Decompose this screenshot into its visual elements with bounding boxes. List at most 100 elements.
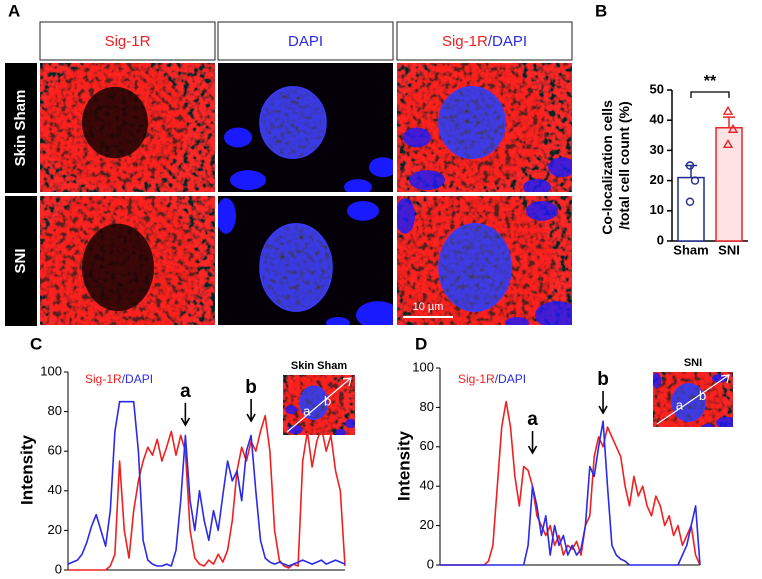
- y-axis-label: Intensity: [394, 431, 413, 501]
- y-tick-label: 40: [420, 478, 434, 493]
- row-label: SNI: [12, 248, 29, 273]
- header-part: /: [488, 33, 493, 50]
- micrograph: [40, 196, 215, 325]
- legend-separator: /: [122, 372, 126, 386]
- y-tick-label: 100: [40, 363, 62, 378]
- nucleus-blob: [230, 170, 266, 191]
- column-header: Sig-1R: [105, 33, 151, 50]
- annotation: b: [597, 369, 609, 390]
- y-tick-label: 30: [650, 142, 664, 157]
- inset-label: a: [676, 398, 684, 413]
- nucleus-blob: [369, 157, 393, 178]
- data-point: [685, 197, 695, 206]
- significance-label: **: [704, 73, 717, 90]
- x-tick-label: SNI: [718, 242, 740, 257]
- data-line: [68, 414, 346, 571]
- y-tick-label: 20: [48, 522, 62, 537]
- header-part: Sig-1R: [442, 33, 488, 50]
- column-header: Sig-1R/DAPI: [442, 33, 527, 50]
- nucleus-rim: [259, 223, 333, 312]
- y-tick-label: 100: [412, 359, 434, 374]
- micrograph-content: [397, 63, 572, 192]
- inset-label: b: [699, 388, 706, 403]
- column-header-box: [217, 21, 394, 61]
- micrograph: [397, 63, 572, 192]
- micrograph: [40, 63, 215, 192]
- micrograph: [218, 63, 393, 192]
- data-point: [727, 123, 739, 133]
- annotation-arrow: [246, 399, 256, 423]
- data-point: [690, 176, 700, 185]
- y-axis-label: Co-localization cells /total cell count …: [599, 96, 632, 234]
- data-line: [440, 420, 701, 566]
- y-axis-label-line: /total cell count (%): [616, 101, 632, 229]
- inset-title: Skin Sham: [291, 360, 347, 372]
- nucleus-blob: [526, 200, 558, 221]
- panel-label: B: [595, 1, 607, 20]
- nucleus-blob: [409, 170, 445, 191]
- nucleus: [439, 223, 511, 312]
- column-header: DAPI: [288, 33, 323, 50]
- legend-entry: Sig-1R: [85, 372, 122, 386]
- legend-entry: DAPI: [125, 372, 153, 386]
- scale-bar-label: 10 µm: [413, 301, 444, 313]
- error-bar: [723, 116, 735, 128]
- nucleus-blob: [548, 157, 572, 178]
- y-tick-label: 0: [427, 556, 434, 571]
- inset-title: SNI: [684, 357, 702, 369]
- y-tick-label: 60: [420, 438, 434, 453]
- panel-label: C: [30, 334, 42, 353]
- nucleus-blob: [224, 127, 252, 148]
- y-axis-label-line: Co-localization cells: [599, 96, 615, 234]
- nucleus-blob: [716, 416, 733, 427]
- annotation-arrow: [180, 403, 191, 427]
- inset-arrow: [286, 377, 352, 433]
- panel-label: D: [415, 334, 427, 353]
- micrograph-content: [397, 196, 572, 325]
- y-tick-label: 40: [650, 112, 664, 127]
- nucleus-rim: [438, 86, 506, 160]
- nucleus: [439, 86, 505, 159]
- nucleus-blob: [403, 127, 431, 148]
- nucleus-dark: [82, 86, 148, 159]
- significance-bracket: [690, 91, 730, 98]
- micrograph: [397, 196, 572, 325]
- nucleus: [260, 223, 332, 312]
- inset-label: a: [303, 404, 311, 419]
- bar: [677, 176, 705, 242]
- panel-label: A: [8, 1, 20, 20]
- nucleus-blob: [218, 197, 236, 234]
- legend-entry: Sig-1R: [458, 372, 495, 386]
- micrograph: [218, 196, 393, 325]
- y-tick-label: 40: [48, 482, 62, 497]
- annotation-arrow: [527, 431, 538, 455]
- y-tick-label: 50: [650, 81, 664, 96]
- nucleus: [260, 86, 326, 159]
- annotation: a: [180, 381, 191, 402]
- header-part: DAPI: [492, 33, 527, 50]
- data-line: [67, 400, 346, 567]
- nucleus-blob: [345, 418, 355, 429]
- inset-arrow: [656, 374, 730, 425]
- column-header-box: [396, 21, 573, 61]
- micrograph-content: [218, 63, 393, 192]
- nucleus-rim: [438, 223, 512, 312]
- nucleus-blob: [535, 301, 572, 325]
- legend: Sig-1R/DAPI: [458, 372, 526, 386]
- y-tick-label: 20: [650, 172, 664, 187]
- inset-label: b: [324, 393, 331, 408]
- data-point: [722, 105, 734, 115]
- data-point: [722, 138, 734, 149]
- nucleus-blob: [653, 372, 662, 389]
- y-tick-label: 0: [657, 232, 664, 247]
- legend-entry: DAPI: [498, 372, 526, 386]
- y-tick-label: 60: [48, 443, 62, 458]
- nucleus-blob: [347, 200, 379, 221]
- row-label-box: [5, 63, 37, 193]
- nucleus-blob: [505, 317, 529, 325]
- nucleus-rim: [299, 385, 329, 421]
- legend-separator: /: [495, 372, 499, 386]
- nucleus-rim: [259, 86, 327, 160]
- data-point: [685, 161, 695, 170]
